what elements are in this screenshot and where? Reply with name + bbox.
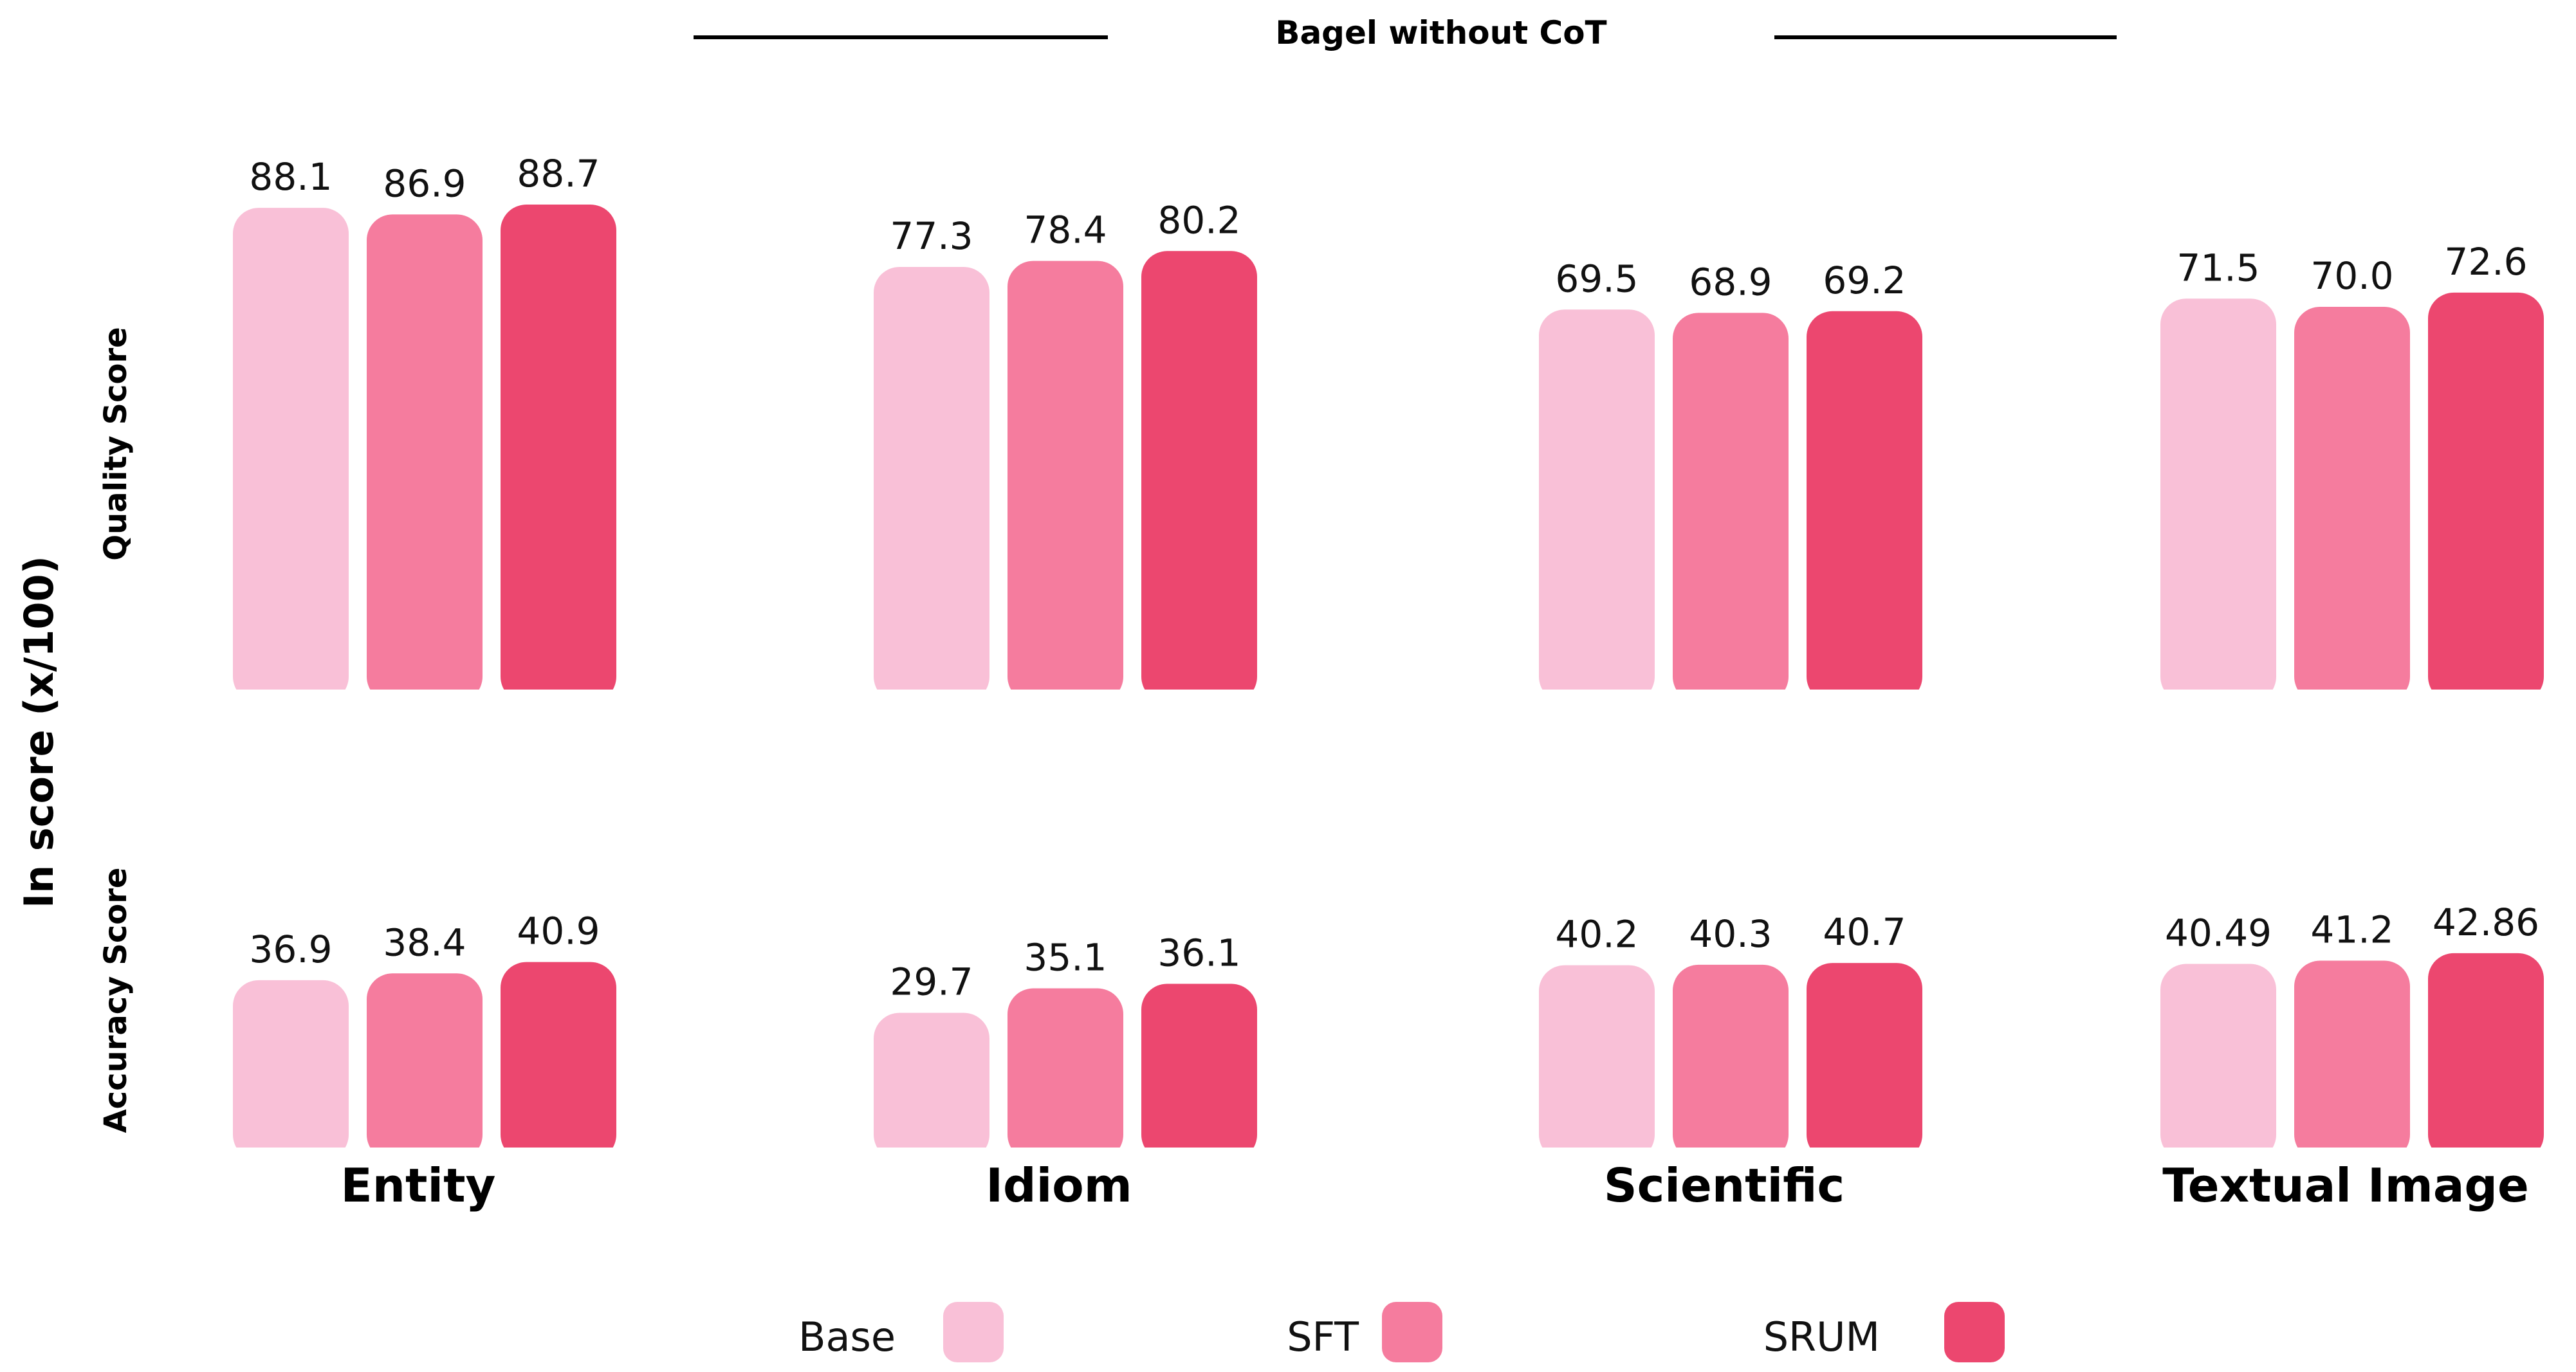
bar-quality-srum-2: [1807, 311, 1922, 690]
value-label: 42.86: [2433, 901, 2539, 944]
bar-accuracy-base-3: [2160, 964, 2276, 1148]
category-label: Entity: [341, 1158, 496, 1212]
bar-quality-base-2: [1539, 309, 1655, 690]
value-label: 70.0: [2310, 254, 2393, 298]
bar-quality-srum-3: [2428, 292, 2544, 690]
panel-label-accuracy: Accuracy Score: [98, 868, 134, 1133]
bar-quality-sft-0: [367, 214, 483, 690]
bar-quality-sft-3: [2294, 307, 2410, 690]
legend-swatch: [943, 1302, 1004, 1362]
category-label: Textual Image: [2162, 1158, 2529, 1212]
value-label: 35.1: [1024, 936, 1107, 980]
legend-label: SFT: [1287, 1313, 1359, 1360]
bar-quality-base-3: [2160, 298, 2276, 690]
bar-quality-srum-1: [1141, 251, 1257, 690]
value-label: 72.6: [2444, 240, 2527, 284]
bar-accuracy-sft-1: [1007, 988, 1123, 1148]
bar-accuracy-srum-2: [1807, 963, 1922, 1148]
value-label: 40.3: [1689, 912, 1772, 956]
bar-accuracy-sft-2: [1673, 964, 1789, 1148]
bar-quality-base-1: [874, 266, 989, 690]
legend-label: Base: [798, 1313, 896, 1360]
value-label: 78.4: [1024, 208, 1107, 252]
value-label: 38.4: [383, 920, 466, 964]
value-label: 88.1: [249, 155, 332, 199]
bar-accuracy-sft-3: [2294, 960, 2410, 1148]
bars-layer: [233, 205, 2544, 1148]
panel-label-quality: Quality Score: [98, 327, 134, 560]
value-label: 40.7: [1823, 910, 1906, 954]
legend-label: SRUM: [1763, 1313, 1880, 1360]
value-label: 40.2: [1555, 913, 1638, 956]
bar-quality-base-0: [233, 208, 349, 690]
chart-title: Bagel without CoT: [1275, 14, 1606, 51]
bar-quality-sft-1: [1007, 261, 1123, 690]
bar-accuracy-base-2: [1539, 965, 1655, 1148]
value-label: 71.5: [2176, 246, 2259, 289]
category-label: Scientific: [1604, 1158, 1845, 1212]
bar-accuracy-base-1: [874, 1012, 989, 1148]
legend-swatch: [1382, 1302, 1442, 1362]
bar-accuracy-srum-3: [2428, 953, 2544, 1148]
y-axis-label: In score (x/100): [15, 556, 62, 908]
legend-swatch: [1944, 1302, 2005, 1362]
value-label: 36.1: [1157, 931, 1240, 974]
bar-quality-srum-0: [501, 205, 616, 690]
value-label: 40.49: [2165, 911, 2272, 955]
value-label: 29.7: [890, 960, 973, 1004]
value-label: 69.2: [1823, 259, 1906, 302]
value-label: 77.3: [890, 214, 973, 258]
value-label: 41.2: [2310, 908, 2393, 952]
bar-accuracy-srum-1: [1141, 983, 1257, 1148]
category-labels-layer: Entity Idiom Scientific Textual Image: [341, 1158, 2529, 1212]
value-label: 88.7: [517, 152, 600, 196]
category-label: Idiom: [986, 1158, 1132, 1212]
bar-accuracy-srum-0: [501, 962, 616, 1148]
value-label: 40.9: [517, 910, 600, 953]
legend: Base SFT SRUM: [798, 1302, 2005, 1362]
value-label: 69.5: [1555, 257, 1638, 300]
bar-accuracy-base-0: [233, 980, 349, 1148]
value-label: 80.2: [1157, 198, 1240, 242]
value-labels-layer: 88.1 77.3 69.5 71.5 86.9 78.4 68.9 70.0 88.7 80.2…: [249, 152, 2539, 1004]
value-label: 86.9: [383, 161, 466, 205]
value-label: 36.9: [249, 928, 332, 971]
value-label: 68.9: [1689, 260, 1772, 304]
bar-accuracy-sft-0: [367, 973, 483, 1148]
bar-quality-sft-2: [1673, 313, 1789, 690]
